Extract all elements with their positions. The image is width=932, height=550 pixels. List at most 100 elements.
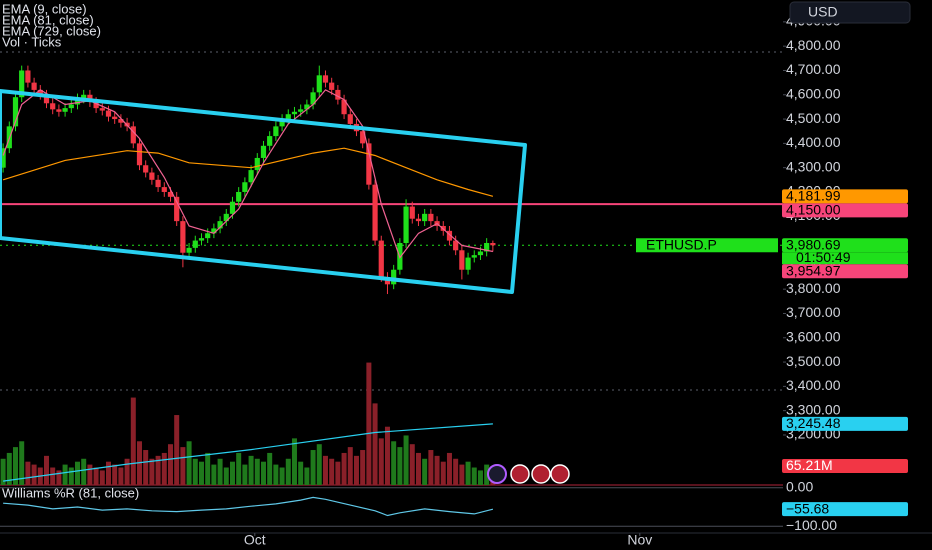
volume-bar xyxy=(409,444,415,485)
candle-body xyxy=(105,110,112,117)
volume-bar xyxy=(440,461,446,485)
volume-bar xyxy=(335,461,341,485)
candle-body xyxy=(298,109,304,112)
candle-body xyxy=(31,82,37,90)
volume-bar xyxy=(62,464,68,485)
candle-body xyxy=(236,191,242,202)
volume-bar xyxy=(19,441,25,485)
williams-line xyxy=(3,496,494,517)
candle-body xyxy=(68,104,74,109)
volume-bar xyxy=(211,464,217,485)
symbol-tag xyxy=(636,238,778,253)
candle-body xyxy=(167,191,174,197)
volume-bar xyxy=(360,450,366,485)
volume-bar xyxy=(87,464,93,485)
y-tick-label: 3,300.00 xyxy=(786,401,841,417)
candle-body xyxy=(93,102,99,109)
currency-label[interactable]: USD xyxy=(808,4,838,20)
price-badge xyxy=(782,189,908,204)
icon xyxy=(510,464,530,484)
volume-bar xyxy=(304,467,310,485)
y-tick-label: 4,300.00 xyxy=(786,158,841,174)
candle-body xyxy=(211,228,217,234)
volume-bar xyxy=(403,435,409,485)
volume-bar xyxy=(149,458,155,485)
countdown-bg xyxy=(782,252,908,265)
candle-body xyxy=(205,233,211,239)
volume-bar xyxy=(273,464,279,485)
currency-button-bg[interactable] xyxy=(789,1,911,24)
price-badge xyxy=(782,458,908,473)
volume-bar xyxy=(366,362,372,485)
volume-bar xyxy=(285,458,291,485)
candle-body xyxy=(285,114,291,120)
volume-bar xyxy=(248,455,254,485)
icon xyxy=(531,464,551,484)
candle-body xyxy=(260,145,267,158)
price-badge xyxy=(782,238,908,253)
candle-body xyxy=(279,119,285,127)
indicator-line xyxy=(3,423,493,482)
volume-bar xyxy=(397,447,403,485)
volume-bar xyxy=(31,464,37,485)
volume-bar xyxy=(372,403,378,485)
indicator-line xyxy=(2,89,494,259)
volume-bar xyxy=(43,455,49,485)
volume-bar xyxy=(477,470,483,485)
candle-body xyxy=(403,206,409,243)
price-badge-label: −55.68 xyxy=(786,500,829,516)
candle-body xyxy=(316,75,322,93)
price-badge xyxy=(782,203,908,218)
candle-body xyxy=(471,255,477,258)
legend-item: EMA (9, close) xyxy=(2,1,87,16)
candle-body xyxy=(273,126,279,137)
volume-bar xyxy=(260,461,266,485)
volume-bar xyxy=(105,461,111,485)
volume-bar xyxy=(310,450,316,485)
indicator-line xyxy=(2,147,494,197)
candle-body xyxy=(43,94,50,104)
volume-bar xyxy=(180,447,186,485)
candle-body xyxy=(477,251,484,256)
price-badge xyxy=(782,416,908,431)
candle-body xyxy=(81,94,87,99)
price-badge xyxy=(782,502,908,517)
y-tick-label: 3,800.00 xyxy=(786,280,841,296)
symbol-label: ETHUSD.P xyxy=(646,236,717,252)
volume-bar xyxy=(186,441,192,485)
volume-bar xyxy=(353,455,359,485)
volume-bar xyxy=(316,444,322,485)
volume-bar xyxy=(459,464,465,485)
volume-bar xyxy=(124,458,130,485)
candle-body xyxy=(459,250,465,270)
volume-bar xyxy=(229,461,235,485)
candle-body xyxy=(155,179,161,188)
candle-body xyxy=(136,143,143,166)
candle-body xyxy=(378,240,384,278)
y-tick-label: 3,600.00 xyxy=(786,328,841,344)
candle-body xyxy=(248,170,254,183)
volume-bar xyxy=(415,452,421,485)
volume-bar xyxy=(130,397,136,485)
candle-body xyxy=(428,213,434,222)
candle-body xyxy=(372,184,378,241)
candle-body xyxy=(490,243,496,246)
plot-area xyxy=(0,51,932,534)
price-badge-label: 4,150.00 xyxy=(786,202,841,218)
volume-bar xyxy=(484,464,490,485)
price-badge-label: 65.21M xyxy=(786,457,833,473)
currency-button[interactable]: USD xyxy=(789,1,911,24)
candle-body xyxy=(118,119,124,123)
x-tick-label: Oct xyxy=(244,532,266,548)
candle-body xyxy=(484,243,490,252)
candle-body xyxy=(161,187,167,192)
candle-body xyxy=(62,108,68,112)
icon xyxy=(487,464,507,484)
price-badge-label: 3,954.97 xyxy=(786,262,841,278)
candle-body xyxy=(19,70,25,98)
candle-body xyxy=(192,240,198,248)
volume-bar xyxy=(428,450,434,485)
volume-bar xyxy=(99,470,105,485)
volume-bar xyxy=(378,438,384,485)
